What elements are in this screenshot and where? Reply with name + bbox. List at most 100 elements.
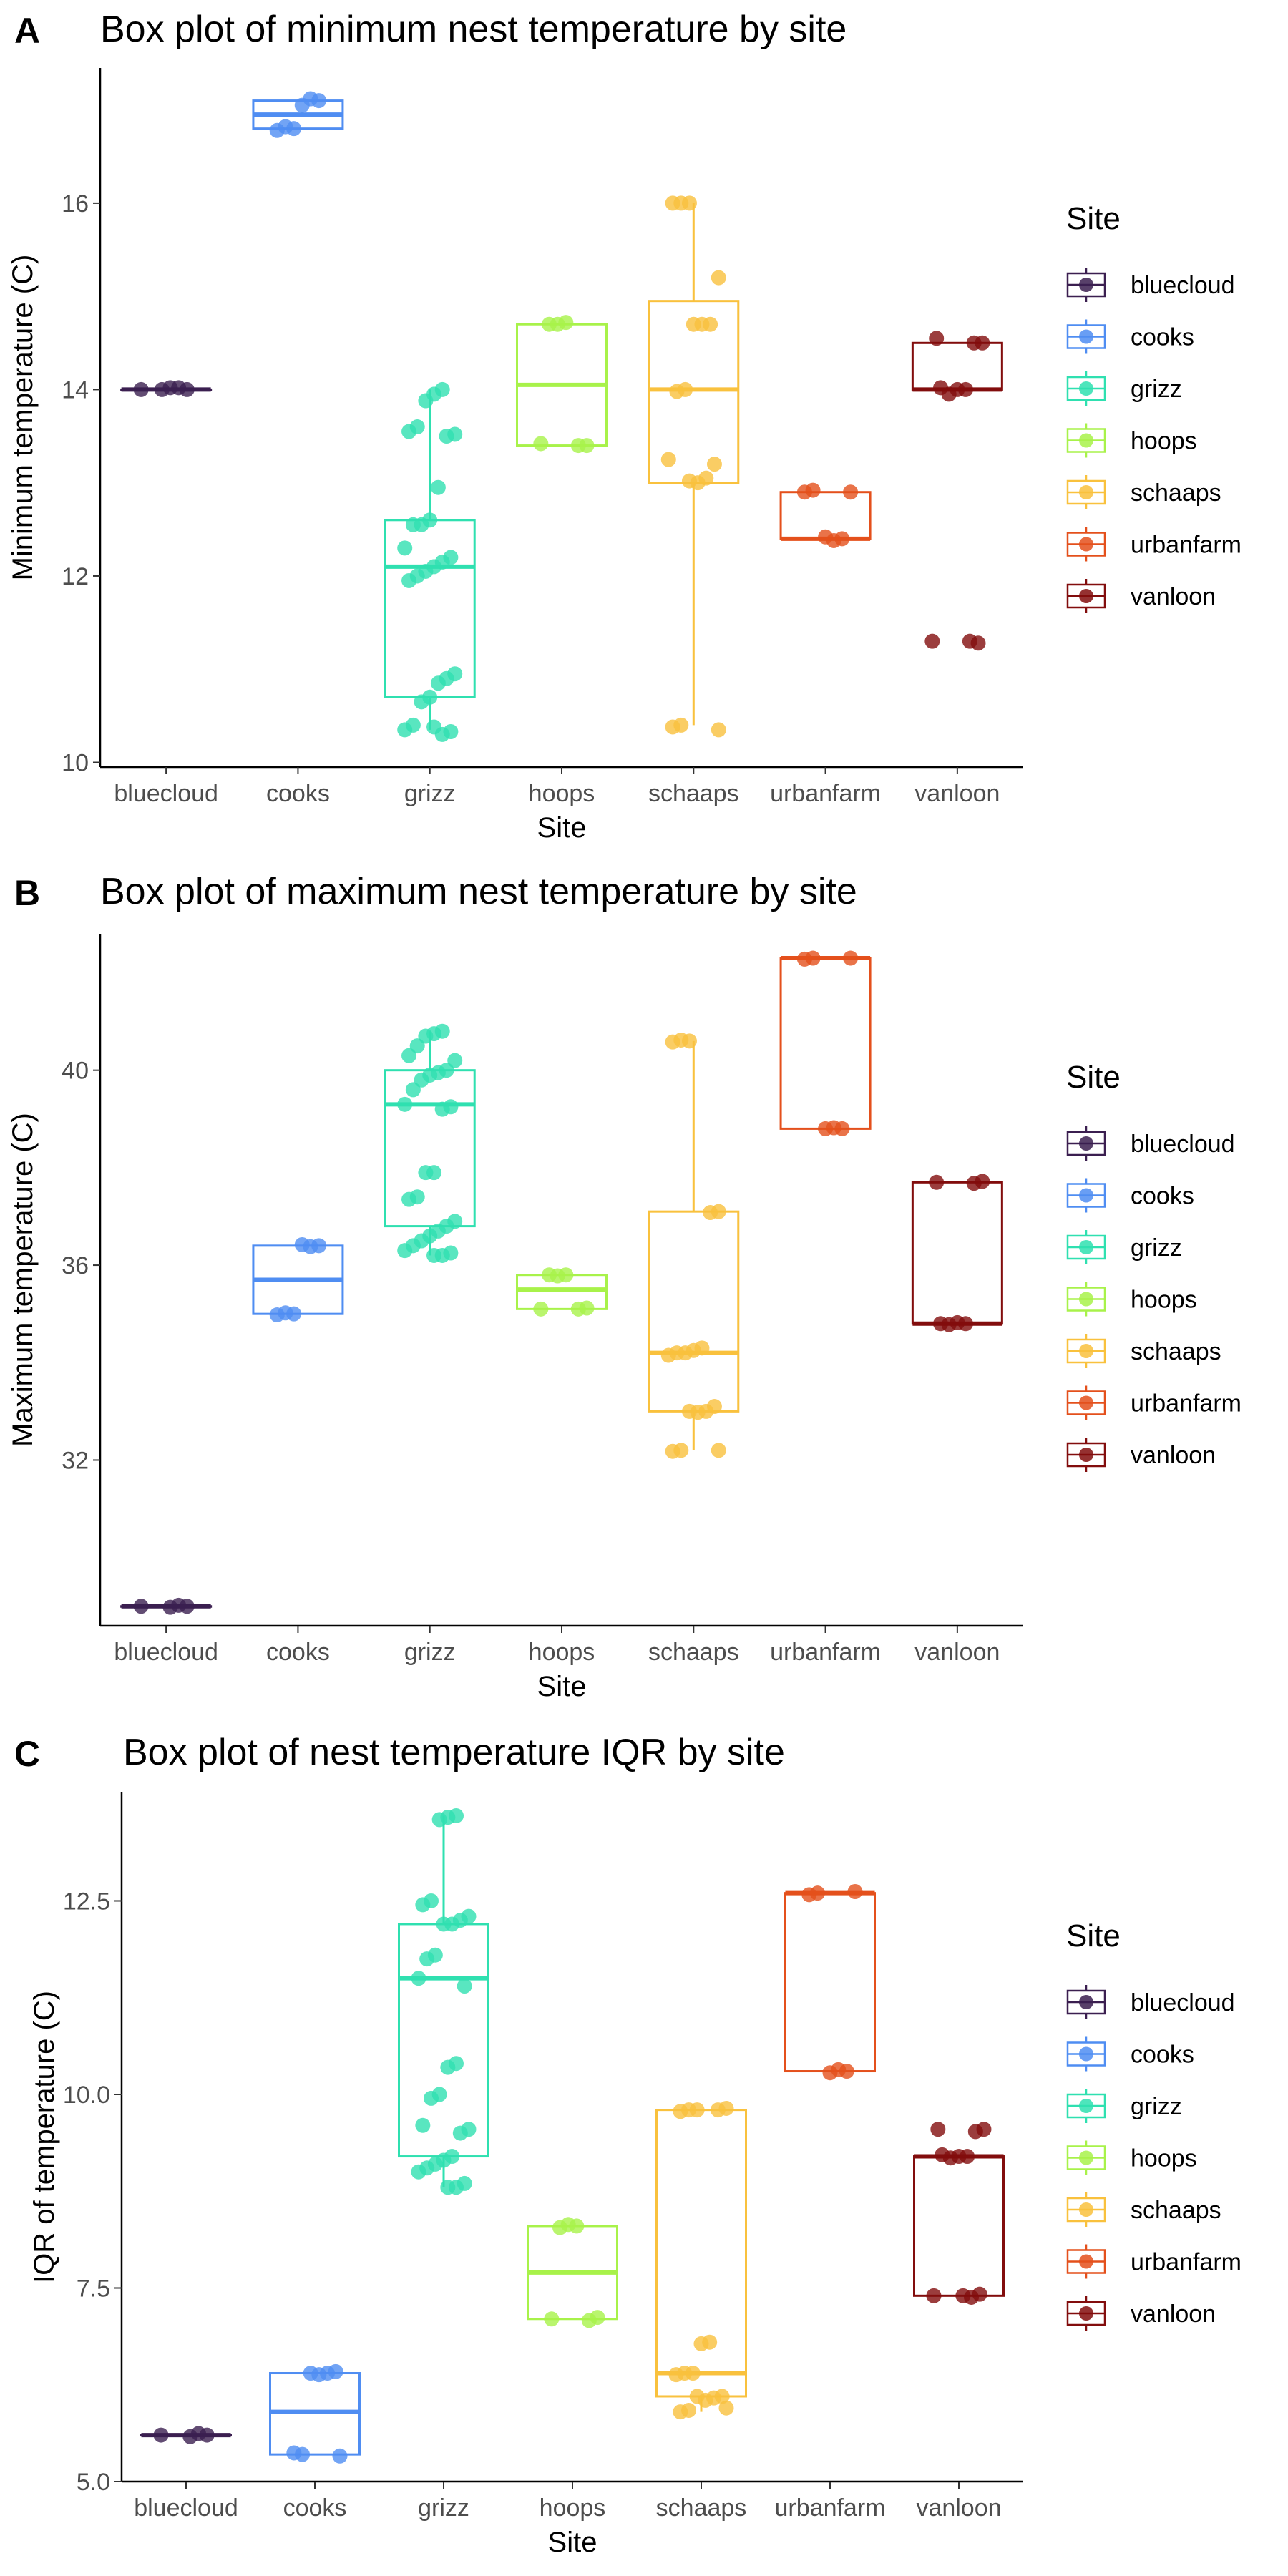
data-point — [673, 2404, 688, 2420]
data-point — [430, 675, 446, 691]
data-point — [665, 195, 680, 211]
box-cooks — [252, 1244, 344, 1315]
points-bluecloud — [133, 1597, 195, 1615]
legend-label: cooks — [1131, 324, 1194, 351]
y-tick-label: 7.5 — [77, 2275, 110, 2302]
chart-title: Box plot of nest temperature IQR by site — [123, 1732, 785, 1773]
legend-key-point — [1079, 278, 1093, 292]
data-point — [933, 1316, 949, 1332]
legend-key-point — [1079, 2306, 1093, 2321]
data-point — [436, 1916, 452, 1932]
x-axis-title: Site — [548, 2527, 597, 2558]
legend-item-bluecloud: bluecloud — [1066, 1126, 1235, 1161]
data-point — [447, 1053, 463, 1068]
data-point — [681, 473, 697, 489]
legend-item-hoops: hoops — [1066, 1282, 1197, 1317]
legend: Site bluecloud cooks grizz hoops schaaps urban… — [1066, 1060, 1241, 1472]
legend-key-point — [1079, 1344, 1093, 1358]
x-tick-label: schaaps — [648, 1639, 739, 1666]
x-tick-label: hoops — [540, 2494, 606, 2522]
data-point — [930, 2122, 946, 2137]
y-tick-label: 36 — [62, 1252, 89, 1279]
x-tick-label: cooks — [266, 780, 330, 807]
legend-label: bluecloud — [1131, 1131, 1235, 1158]
data-point — [418, 1028, 434, 1044]
data-point — [955, 2288, 971, 2303]
x-axis-title: Site — [537, 812, 587, 844]
legend-key-point — [1079, 589, 1093, 603]
points-grizz — [397, 381, 463, 742]
legend-key-point — [1079, 329, 1093, 344]
box-body — [913, 2155, 1005, 2297]
legend-label: urbanfarm — [1131, 1390, 1241, 1418]
x-tick-label: grizz — [404, 1639, 456, 1666]
data-point — [439, 429, 454, 444]
data-point — [401, 572, 417, 588]
legend-label: cooks — [1131, 1183, 1194, 1210]
legend-item-grizz: grizz — [1066, 1230, 1182, 1264]
legend-item-urbanfarm: urbanfarm — [1066, 2244, 1241, 2279]
legend-key-point — [1079, 1395, 1093, 1410]
data-point — [570, 438, 586, 454]
data-point — [401, 1191, 417, 1207]
data-point — [966, 335, 982, 351]
points-bluecloud — [133, 380, 195, 397]
legend-item-schaaps: schaaps — [1066, 475, 1221, 509]
data-point — [401, 424, 417, 439]
legend-item-vanloon: vanloon — [1066, 2296, 1216, 2331]
legend-label: grizz — [1131, 2093, 1182, 2120]
data-point — [847, 1883, 863, 1899]
legend-item-cooks: cooks — [1066, 1178, 1194, 1213]
data-point — [665, 1443, 680, 1459]
legend: Site bluecloud cooks grizz hoops schaaps urban… — [1066, 201, 1241, 613]
legend-key-point — [1079, 2254, 1093, 2269]
legend-title: Site — [1066, 201, 1121, 236]
points-vanloon — [924, 331, 990, 651]
y-tick-label: 10 — [62, 749, 89, 776]
chart-title: Box plot of minimum nest temperature by … — [100, 9, 847, 50]
data-point — [542, 316, 557, 332]
legend-label: hoops — [1131, 428, 1197, 455]
legend-key-point — [1079, 1240, 1093, 1254]
data-point — [581, 2313, 597, 2328]
data-point — [669, 384, 685, 399]
panel-c: C Box plot of nest temperature IQR by sit… — [14, 1732, 1241, 2558]
data-point — [405, 1082, 421, 1098]
x-tick-label: vanloon — [914, 1639, 1000, 1666]
data-point — [411, 1971, 426, 1986]
data-point — [182, 2429, 198, 2444]
legend-label: vanloon — [1131, 1442, 1216, 1469]
points-urbanfarm — [801, 1883, 863, 2081]
box-body — [384, 1069, 476, 1228]
legend-label: cooks — [1131, 2041, 1194, 2069]
data-point — [411, 2164, 426, 2180]
y-tick-label: 32 — [62, 1447, 89, 1474]
data-point — [710, 2102, 726, 2118]
legend-label: urbanfarm — [1131, 2249, 1241, 2276]
box-body — [648, 1210, 740, 1413]
box-cooks — [269, 2372, 361, 2456]
data-point — [426, 1247, 442, 1263]
legend-key-point — [1079, 2202, 1093, 2217]
data-point — [544, 2311, 560, 2327]
data-point — [426, 719, 442, 735]
box-body — [779, 957, 872, 1130]
legend-label: schaaps — [1131, 479, 1221, 507]
data-point — [419, 1951, 435, 1967]
box-body — [655, 2109, 747, 2398]
box-schaaps — [655, 2109, 747, 2412]
legend-title: Site — [1066, 1918, 1121, 1953]
points-cooks — [269, 91, 327, 138]
data-point — [133, 1599, 149, 1614]
data-point — [418, 393, 434, 409]
box-body — [784, 1892, 876, 2073]
legend-item-hoops: hoops — [1066, 2140, 1197, 2175]
legend-label: grizz — [1131, 376, 1182, 403]
data-point — [660, 1347, 676, 1363]
data-point — [711, 722, 726, 738]
box-vanloon — [911, 1181, 1003, 1326]
data-point — [796, 951, 812, 967]
x-tick-label: urbanfarm — [775, 2494, 886, 2522]
legend-key-point — [1079, 2099, 1093, 2113]
legend-label: hoops — [1131, 1287, 1197, 1314]
